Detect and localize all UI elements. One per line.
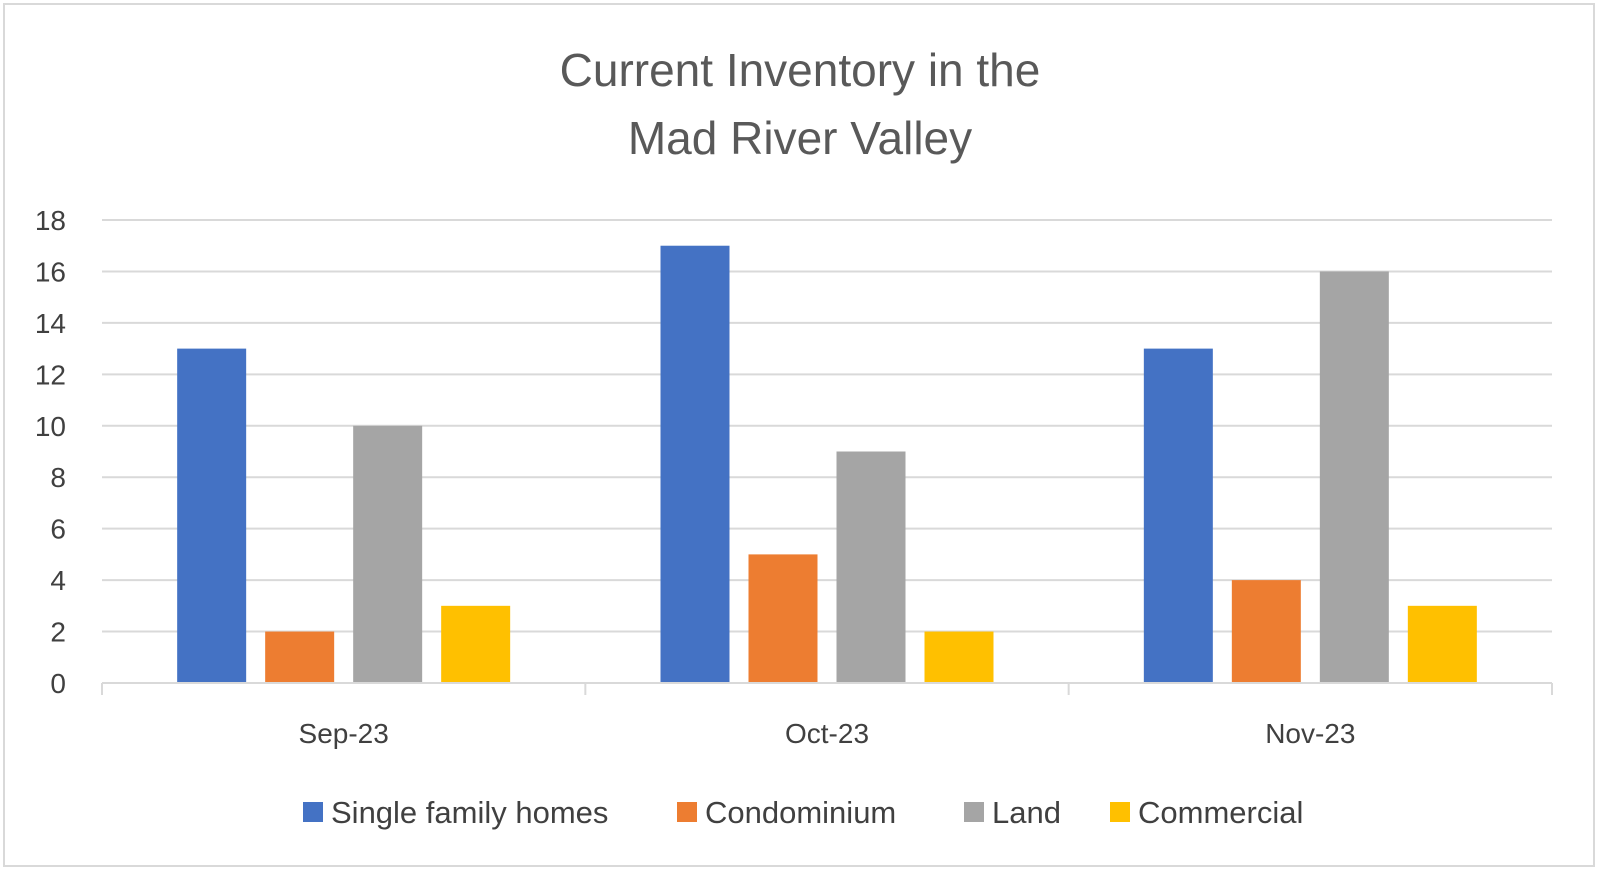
chart-title-line-2: Mad River Valley: [628, 112, 972, 164]
gridlines: [102, 219, 1552, 633]
bars: [177, 245, 1477, 683]
chart-title: Current Inventory in the Mad River Valle…: [560, 44, 1041, 164]
bar-condominium-nov-23: [1231, 580, 1301, 683]
x-tick-label: Sep-23: [299, 718, 389, 749]
y-tick-label: 6: [50, 514, 66, 545]
x-tick-label: Oct-23: [785, 718, 869, 749]
legend: Single family homes Condominium Land Commer…: [303, 795, 1303, 830]
x-tick-label: Nov-23: [1265, 718, 1355, 749]
bar-condominium-sep-23: [265, 631, 335, 683]
bar-commercial-sep-23: [441, 605, 511, 683]
y-tick-label: 14: [35, 308, 66, 339]
legend-swatch: [964, 802, 984, 822]
x-axis: Sep-23 Oct-23 Nov-23: [101, 682, 1553, 749]
bar-single-family-homes-sep-23: [177, 348, 247, 683]
bar-land-sep-23: [353, 425, 423, 683]
y-tick-label: 2: [50, 617, 66, 648]
bar-single-family-homes-oct-23: [660, 245, 730, 683]
y-tick-label: 18: [35, 205, 66, 236]
legend-swatch: [677, 802, 697, 822]
bar-commercial-nov-23: [1407, 605, 1477, 683]
legend-label: Condominium: [705, 795, 896, 830]
legend-label: Single family homes: [331, 795, 608, 830]
y-tick-label: 10: [35, 411, 66, 442]
bar-land-oct-23: [836, 451, 906, 683]
legend-swatch: [303, 802, 323, 822]
y-tick-label: 4: [50, 565, 66, 596]
y-tick-label: 16: [35, 256, 66, 287]
bar-condominium-oct-23: [748, 554, 818, 683]
bar-single-family-homes-nov-23: [1143, 348, 1213, 683]
legend-label: Land: [992, 795, 1061, 830]
chart-title-line-1: Current Inventory in the: [560, 44, 1041, 96]
y-tick-label: 0: [50, 668, 66, 699]
y-tick-label: 12: [35, 359, 66, 390]
y-tick-label: 8: [50, 462, 66, 493]
y-axis: 0 2 4 6 8 10 12 14 16 18: [35, 205, 66, 699]
legend-swatch: [1110, 802, 1130, 822]
bar-land-nov-23: [1319, 271, 1389, 683]
legend-label: Commercial: [1138, 795, 1303, 830]
bar-commercial-oct-23: [924, 631, 994, 683]
